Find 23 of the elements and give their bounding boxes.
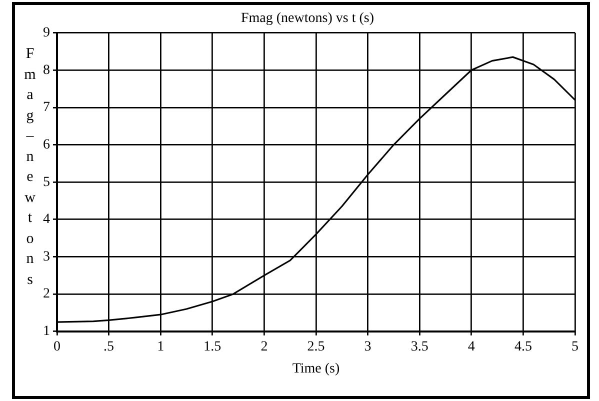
x-tick-label: 3 xyxy=(364,339,372,354)
x-tick-label: 3.5 xyxy=(410,339,428,354)
y-tick-label: 7 xyxy=(43,100,50,116)
y-tick-label: 8 xyxy=(43,62,50,78)
x-tick-label: 4.5 xyxy=(514,339,532,354)
x-tick-label: .5 xyxy=(104,339,114,354)
x-tick-label: 0 xyxy=(54,339,60,354)
x-tick-label: 2.5 xyxy=(307,339,325,354)
y-tick-label: 5 xyxy=(43,174,50,190)
y-tick-label: 1 xyxy=(43,324,50,340)
chart-title: Fmag (newtons) vs t (s) xyxy=(241,11,374,26)
x-axis-title: Time (s) xyxy=(292,361,340,376)
x-tick-label: 4 xyxy=(468,339,475,354)
x-tick-label: 5 xyxy=(572,339,578,354)
y-tick-label: 3 xyxy=(43,249,50,264)
y-tick-label: 4 xyxy=(43,212,50,228)
y-tick-label: 6 xyxy=(43,137,50,152)
text: Fmag–newtons xyxy=(24,46,36,288)
x-tick-label: 2 xyxy=(260,339,268,354)
x-tick-label: 1 xyxy=(157,339,164,354)
y-tick-label: 9 xyxy=(43,25,50,40)
y-tick-label: 2 xyxy=(43,286,50,302)
x-tick-label: 1.5 xyxy=(204,339,222,354)
